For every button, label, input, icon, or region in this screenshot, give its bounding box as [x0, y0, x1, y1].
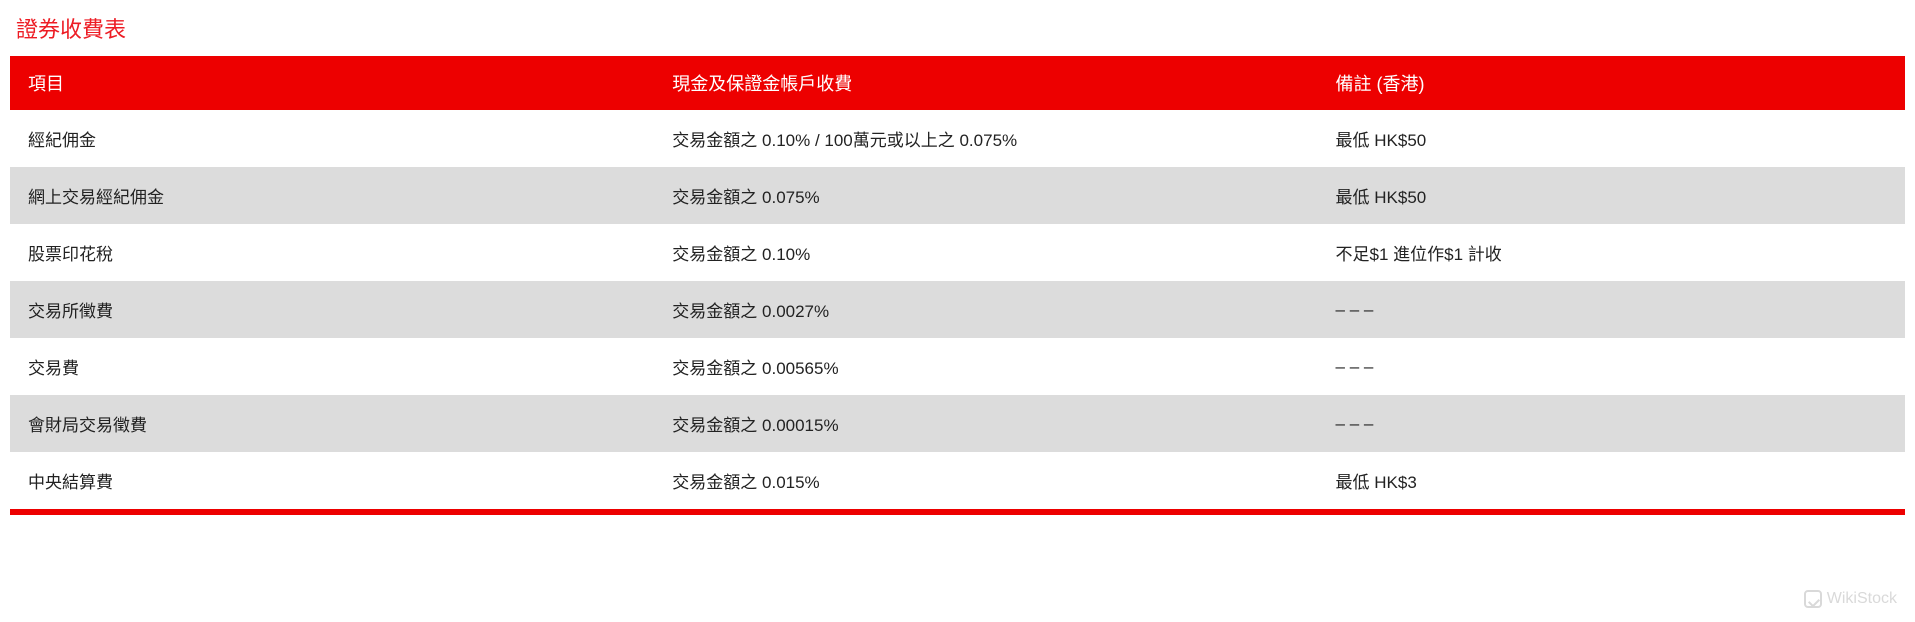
column-header-item: 項目	[10, 56, 654, 110]
cell-fee: 交易金額之 0.00565%	[654, 338, 1317, 395]
cell-remark: – – –	[1318, 338, 1905, 395]
cell-remark: 不足$1 進位作$1 計收	[1318, 224, 1905, 281]
table-row: 中央結算費 交易金額之 0.015% 最低 HK$3	[10, 452, 1905, 509]
cell-item: 中央結算費	[10, 452, 654, 509]
cell-remark: 最低 HK$50	[1318, 110, 1905, 167]
table-row: 會財局交易徵費 交易金額之 0.00015% – – –	[10, 395, 1905, 452]
cell-fee: 交易金額之 0.015%	[654, 452, 1317, 509]
table-row: 交易費 交易金額之 0.00565% – – –	[10, 338, 1905, 395]
table-row: 網上交易經紀佣金 交易金額之 0.075% 最低 HK$50	[10, 167, 1905, 224]
cell-fee: 交易金額之 0.10% / 100萬元或以上之 0.075%	[654, 110, 1317, 167]
watermark: WikiStock	[1804, 590, 1897, 608]
column-header-fee: 現金及保證金帳戶收費	[654, 56, 1317, 110]
watermark-text: WikiStock	[1827, 590, 1897, 608]
table-header-row: 項目 現金及保證金帳戶收費 備註 (香港)	[10, 56, 1905, 110]
watermark-icon	[1804, 590, 1822, 608]
table-row: 經紀佣金 交易金額之 0.10% / 100萬元或以上之 0.075% 最低 H…	[10, 110, 1905, 167]
cell-fee: 交易金額之 0.10%	[654, 224, 1317, 281]
cell-fee: 交易金額之 0.075%	[654, 167, 1317, 224]
column-header-remark: 備註 (香港)	[1318, 56, 1905, 110]
cell-item: 交易所徵費	[10, 281, 654, 338]
cell-item: 會財局交易徵費	[10, 395, 654, 452]
table-footer-border	[10, 509, 1905, 515]
fee-table: 項目 現金及保證金帳戶收費 備註 (香港) 經紀佣金 交易金額之 0.10% /…	[10, 56, 1905, 509]
cell-item: 網上交易經紀佣金	[10, 167, 654, 224]
cell-fee: 交易金額之 0.0027%	[654, 281, 1317, 338]
cell-item: 交易費	[10, 338, 654, 395]
cell-remark: – – –	[1318, 281, 1905, 338]
table-row: 交易所徵費 交易金額之 0.0027% – – –	[10, 281, 1905, 338]
cell-item: 股票印花稅	[10, 224, 654, 281]
table-row: 股票印花稅 交易金額之 0.10% 不足$1 進位作$1 計收	[10, 224, 1905, 281]
cell-remark: – – –	[1318, 395, 1905, 452]
cell-remark: 最低 HK$3	[1318, 452, 1905, 509]
cell-item: 經紀佣金	[10, 110, 654, 167]
page-title: 證券收費表	[10, 12, 1905, 44]
cell-fee: 交易金額之 0.00015%	[654, 395, 1317, 452]
cell-remark: 最低 HK$50	[1318, 167, 1905, 224]
